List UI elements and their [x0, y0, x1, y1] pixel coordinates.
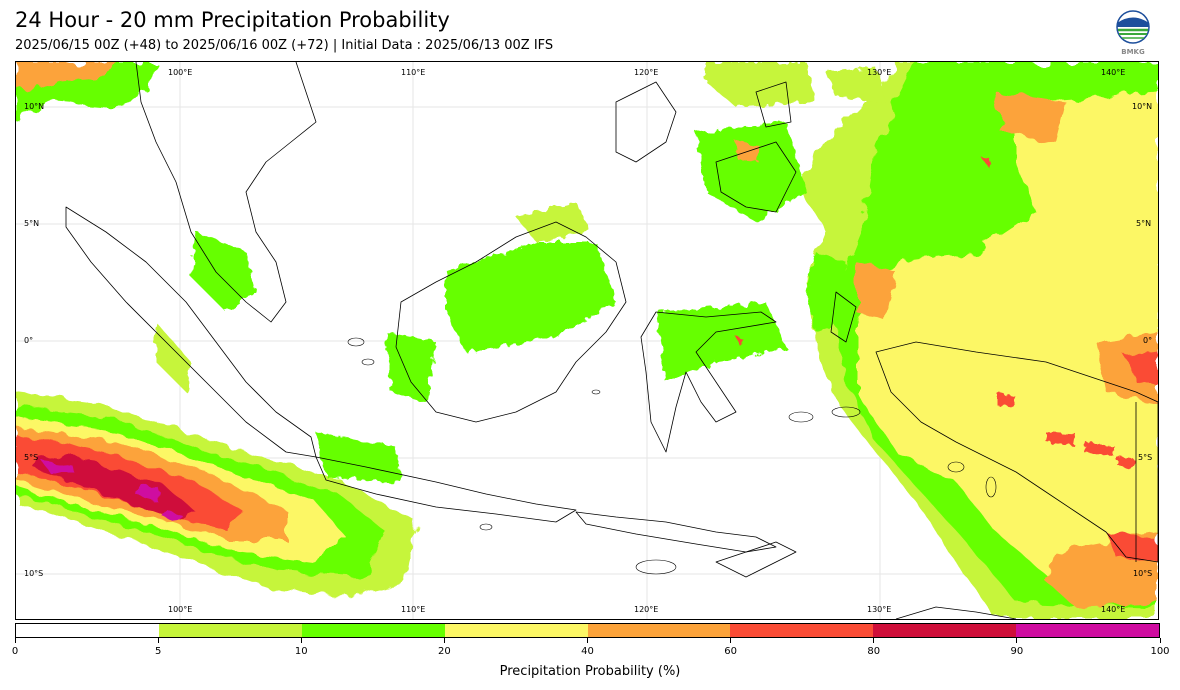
lon-label-top: 120°E: [634, 68, 659, 77]
svg-text:BMKG: BMKG: [1121, 48, 1145, 56]
lat-label-right: 10°S: [1133, 569, 1153, 578]
colorbar-bin: [873, 624, 1017, 637]
nw-corner-40: [16, 62, 116, 92]
coast-java: [315, 456, 577, 523]
colorbar-bin: [16, 624, 159, 637]
probability-field-patches: [156, 62, 1136, 482]
east-region-40d: [996, 92, 1066, 142]
lat-label-left: 5°N: [24, 219, 40, 228]
lon-label-bottom: 110°E: [401, 605, 426, 614]
colorbar-bin: [444, 624, 588, 637]
coast-philippines: [615, 81, 797, 213]
colorbar-tick-label: 90: [1010, 646, 1024, 657]
lon-label-bottom: 140°E: [1101, 605, 1126, 614]
lat-label-left: 10°S: [24, 569, 44, 578]
lon-label-top: 130°E: [867, 68, 892, 77]
probability-field: [16, 62, 1158, 619]
colorbar-tick-mark: [14, 638, 16, 643]
colorbar-tick-label: 10: [294, 646, 308, 657]
colorbar-tick-label: 40: [581, 646, 594, 657]
colorbar-tick-label: 20: [438, 646, 451, 657]
lat-label-right: 10°N: [1132, 102, 1153, 111]
colorbar-tick-mark: [300, 638, 302, 643]
chart-title: 24 Hour - 20 mm Precipitation Probabilit…: [15, 8, 450, 32]
lon-label-top: 110°E: [401, 68, 426, 77]
east-region-40c: [856, 262, 896, 322]
lon-label-bottom: 130°E: [867, 605, 892, 614]
east-region-40b: [1096, 332, 1158, 402]
indian-ocean-band-90: [41, 460, 181, 524]
colorbar-tick-label: 80: [867, 646, 881, 657]
colorbar-tick-mark: [587, 638, 588, 643]
chart-subtitle: 2025/06/15 00Z (+48) to 2025/06/16 00Z (…: [15, 38, 554, 53]
lon-label-bottom: 100°E: [168, 605, 193, 614]
lon-label-top: 140°E: [1101, 68, 1126, 77]
colorbar-tick-label: 60: [724, 646, 737, 657]
precipitation-probability-map: 100°E 110°E 120°E 130°E 140°E 100°E 110°…: [15, 61, 1159, 620]
colorbar-tick-label: 100: [1150, 646, 1170, 657]
small-islands: [347, 337, 997, 575]
colorbar-bin: [730, 624, 874, 637]
colorbar-tick-mark: [730, 638, 732, 643]
colorbar-label: Precipitation Probability (%): [499, 664, 681, 679]
coastlines: [65, 62, 1158, 619]
east-region-60: [1106, 352, 1158, 562]
coast-borneo: [395, 221, 627, 423]
bmkg-logo: BMKG: [1114, 10, 1152, 56]
colorbar-bin: [587, 624, 731, 637]
colorbar-tick-mark: [443, 638, 445, 643]
coast-papua: [875, 341, 1158, 563]
lat-label-right: 5°N: [1136, 219, 1152, 228]
coast-australia: [895, 606, 1017, 619]
coast-halmahera: [830, 291, 857, 343]
coast-nusa-tenggara: [575, 511, 777, 553]
colorbar-tick-label: 0: [11, 646, 19, 657]
lat-label-left: 10°N: [24, 102, 45, 111]
lon-label-bottom: 120°E: [634, 605, 659, 614]
colorbar-tick-mark: [873, 638, 875, 643]
colorbar-tick-label: 5: [154, 646, 162, 657]
colorbar-tick-mark: [1016, 638, 1018, 643]
lon-label-top: 100°E: [168, 68, 193, 77]
coast-timor: [715, 541, 797, 578]
lat-label-left: 5°S: [24, 453, 39, 462]
coast-indochina: [135, 62, 317, 323]
lat-label-left: 0°: [24, 336, 34, 345]
colorbar-tick-mark: [157, 638, 159, 643]
lat-label-right: 5°S: [1138, 453, 1153, 462]
colorbar-bin: [1016, 624, 1159, 637]
colorbar: [15, 623, 1160, 638]
lat-label-right: 0°: [1143, 336, 1153, 345]
colorbar-bin: [301, 624, 445, 637]
indian-ocean-band-80: [36, 454, 196, 520]
east-region-20: [856, 92, 1158, 592]
colorbar-bin: [158, 624, 302, 637]
colorbar-tick-mark: [1159, 638, 1161, 643]
coast-sulawesi: [640, 311, 777, 453]
